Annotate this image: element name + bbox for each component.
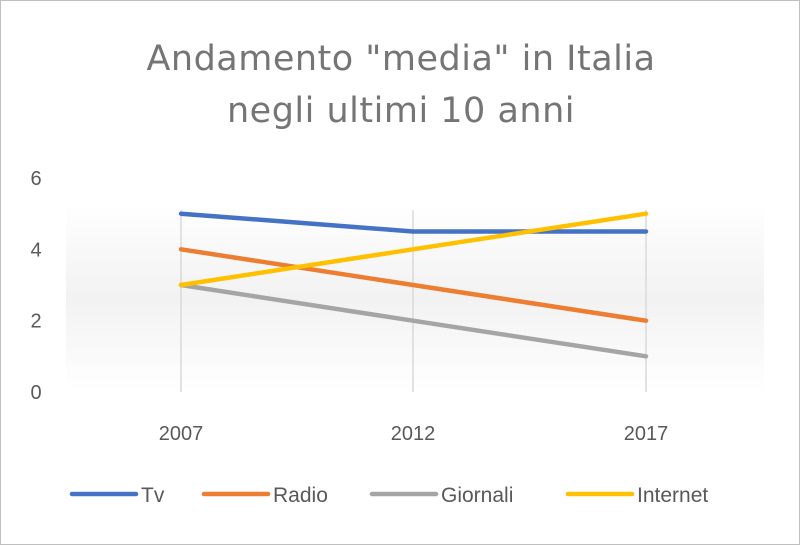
- series-line-radio: [178, 247, 649, 323]
- x-tick-label: 2017: [624, 423, 669, 445]
- x-tick-label: 2012: [391, 423, 436, 445]
- plot-background: [66, 204, 764, 392]
- legend-label-tv: Tv: [141, 484, 165, 507]
- y-tick-label: 2: [30, 311, 41, 333]
- legend-label-radio: Radio: [273, 484, 328, 507]
- series-line-giornali: [178, 282, 649, 359]
- series-line-internet: [178, 211, 649, 288]
- series-line-tv: [178, 211, 649, 234]
- y-tick-label: 6: [30, 168, 41, 190]
- chart-title-line-2: negli ultimi 10 anni: [226, 91, 575, 131]
- y-tick-label: 0: [30, 382, 41, 404]
- x-tick-label: 2007: [159, 423, 204, 445]
- chart-title-line-1: Andamento "media" in Italia: [146, 39, 656, 79]
- y-tick-label: 4: [30, 239, 41, 261]
- legend-label-giornali: Giornali: [441, 484, 513, 507]
- legend-label-internet: Internet: [637, 484, 708, 507]
